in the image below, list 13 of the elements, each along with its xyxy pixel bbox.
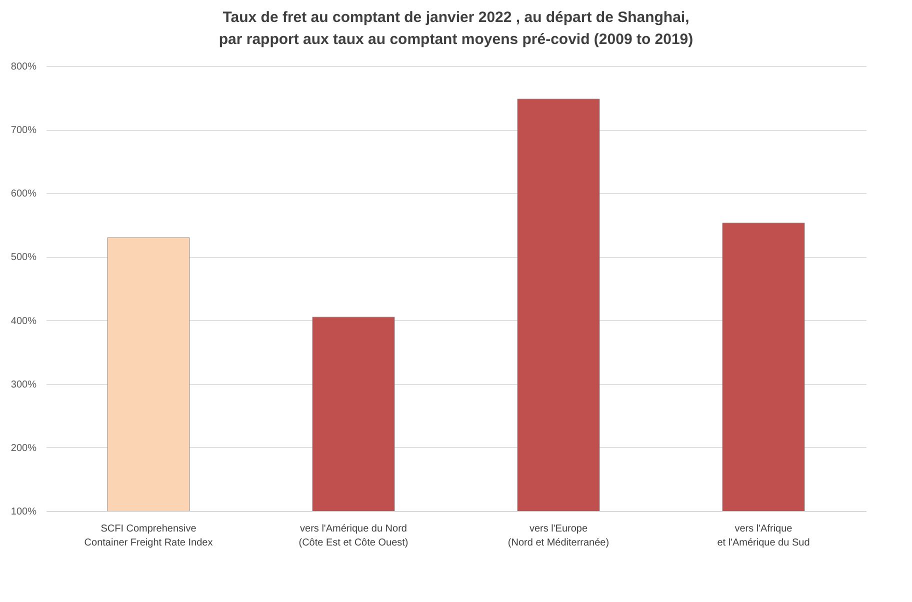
y-tick-label: 700% — [10, 125, 37, 136]
y-tick-label: 300% — [10, 379, 37, 390]
y-tick-label: 800% — [10, 62, 37, 72]
y-tick-label: 500% — [10, 252, 37, 264]
chart-title: Taux de fret au comptant de janvier 2022 , au départ de Shanghai, par rapport aux taux au comptant moyens pré-covid (2009 to 2019) — [218, 9, 694, 48]
x-tick-label: SCFI Comprehensive Container Freight Rate Index — [84, 524, 213, 548]
x-tick-label: vers l'Afrique et l'Amérique du Sud — [717, 524, 810, 548]
y-tick-label: 400% — [10, 316, 37, 327]
y-tick-label: 200% — [10, 442, 37, 454]
x-tick-label: vers l'Amérique du Nord (Côte Est et Côte Ouest) — [298, 524, 408, 548]
y-tick-label: 600% — [10, 188, 37, 200]
x-tick-label: vers l'Europe (Nord et Méditerranée) — [508, 524, 610, 548]
y-tick-label: 100% — [10, 506, 37, 518]
